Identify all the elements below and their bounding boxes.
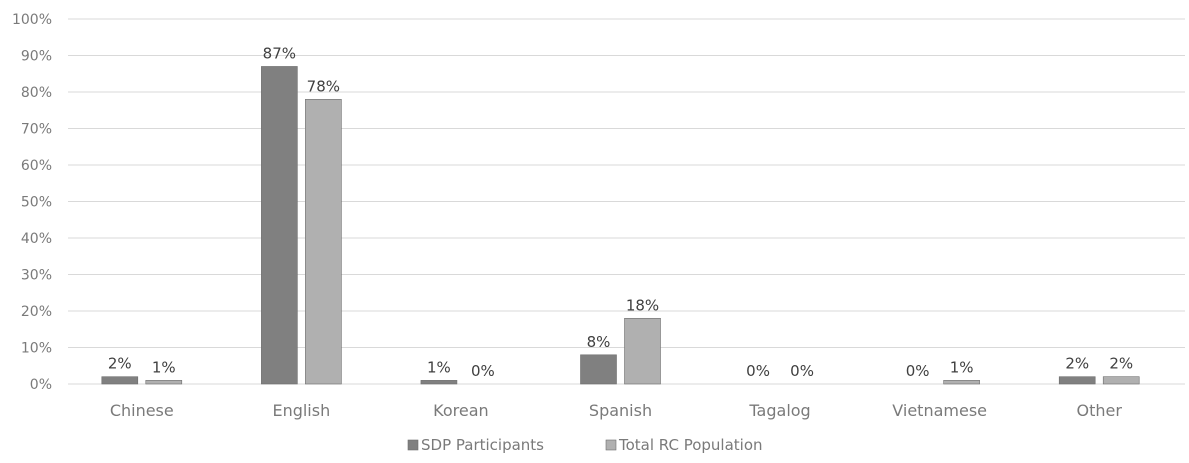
y-tick-label: 0% — [30, 377, 52, 393]
data-label: 1% — [427, 358, 451, 376]
bar-total-rc-population-chinese — [145, 380, 183, 385]
data-label: 0% — [746, 362, 770, 380]
category-label-korean: Korean — [433, 401, 489, 420]
y-tick-label: 100% — [12, 12, 52, 28]
y-tick-label: 50% — [21, 195, 52, 211]
y-tick-label: 20% — [21, 304, 52, 320]
category-label-tagalog: Tagalog — [748, 401, 810, 420]
data-label: 78% — [307, 77, 340, 95]
data-labels: 2% 1% 87% 78% 1% 0% 8% 18% 0% 0% 0% 1% 2% 2% — [108, 44, 1133, 380]
bar-total-rc-population-vietnamese — [943, 380, 980, 385]
bar-total-rc-population-spanish — [624, 317, 661, 385]
data-label: 2% — [1065, 355, 1089, 373]
bar-total-rc-population-other — [1102, 376, 1140, 385]
category-label-vietnamese: Vietnamese — [892, 401, 987, 420]
legend: SDP Participants Total RC Population — [407, 436, 763, 454]
bar-sdp-participants-chinese — [101, 376, 139, 385]
y-tick-label: 80% — [21, 85, 52, 101]
data-label: 18% — [626, 296, 659, 314]
category-label-spanish: Spanish — [589, 401, 652, 420]
data-label: 87% — [263, 44, 296, 62]
bars — [101, 66, 1140, 385]
bar-sdp-participants-spanish — [580, 354, 617, 385]
gridlines — [68, 18, 1185, 385]
y-tick-label: 60% — [21, 158, 52, 174]
bar-total-rc-population-english — [305, 99, 342, 385]
legend-label: SDP Participants — [421, 436, 544, 454]
y-tick-label: 40% — [21, 231, 52, 247]
data-label: 1% — [950, 358, 974, 376]
bar-sdp-participants-english — [261, 66, 298, 385]
data-label: 1% — [152, 358, 176, 376]
legend-swatch — [407, 439, 419, 451]
data-label: 2% — [1109, 355, 1133, 373]
data-label: 2% — [108, 355, 132, 373]
data-label: 0% — [790, 362, 814, 380]
legend-swatch — [605, 439, 617, 451]
y-tick-label: 70% — [21, 122, 52, 138]
category-label-chinese: Chinese — [110, 401, 174, 420]
data-label: 8% — [587, 333, 611, 351]
x-axis-category-labels: Chinese English Korean Spanish Tagalog Vietna… — [110, 401, 1123, 420]
y-axis-tick-labels: 0% 10% 20% 30% 40% 50% 60% 70% 80% 90% 100% — [12, 12, 52, 393]
data-label: 0% — [906, 362, 930, 380]
category-label-other: Other — [1076, 401, 1122, 420]
legend-label: Total RC Population — [618, 436, 763, 454]
category-label-english: English — [272, 401, 330, 420]
data-label: 0% — [471, 362, 495, 380]
y-tick-label: 10% — [21, 341, 52, 357]
y-tick-label: 90% — [21, 49, 52, 65]
y-tick-label: 30% — [21, 268, 52, 284]
bar-sdp-participants-korean — [420, 380, 458, 385]
bar-sdp-participants-other — [1058, 376, 1096, 385]
